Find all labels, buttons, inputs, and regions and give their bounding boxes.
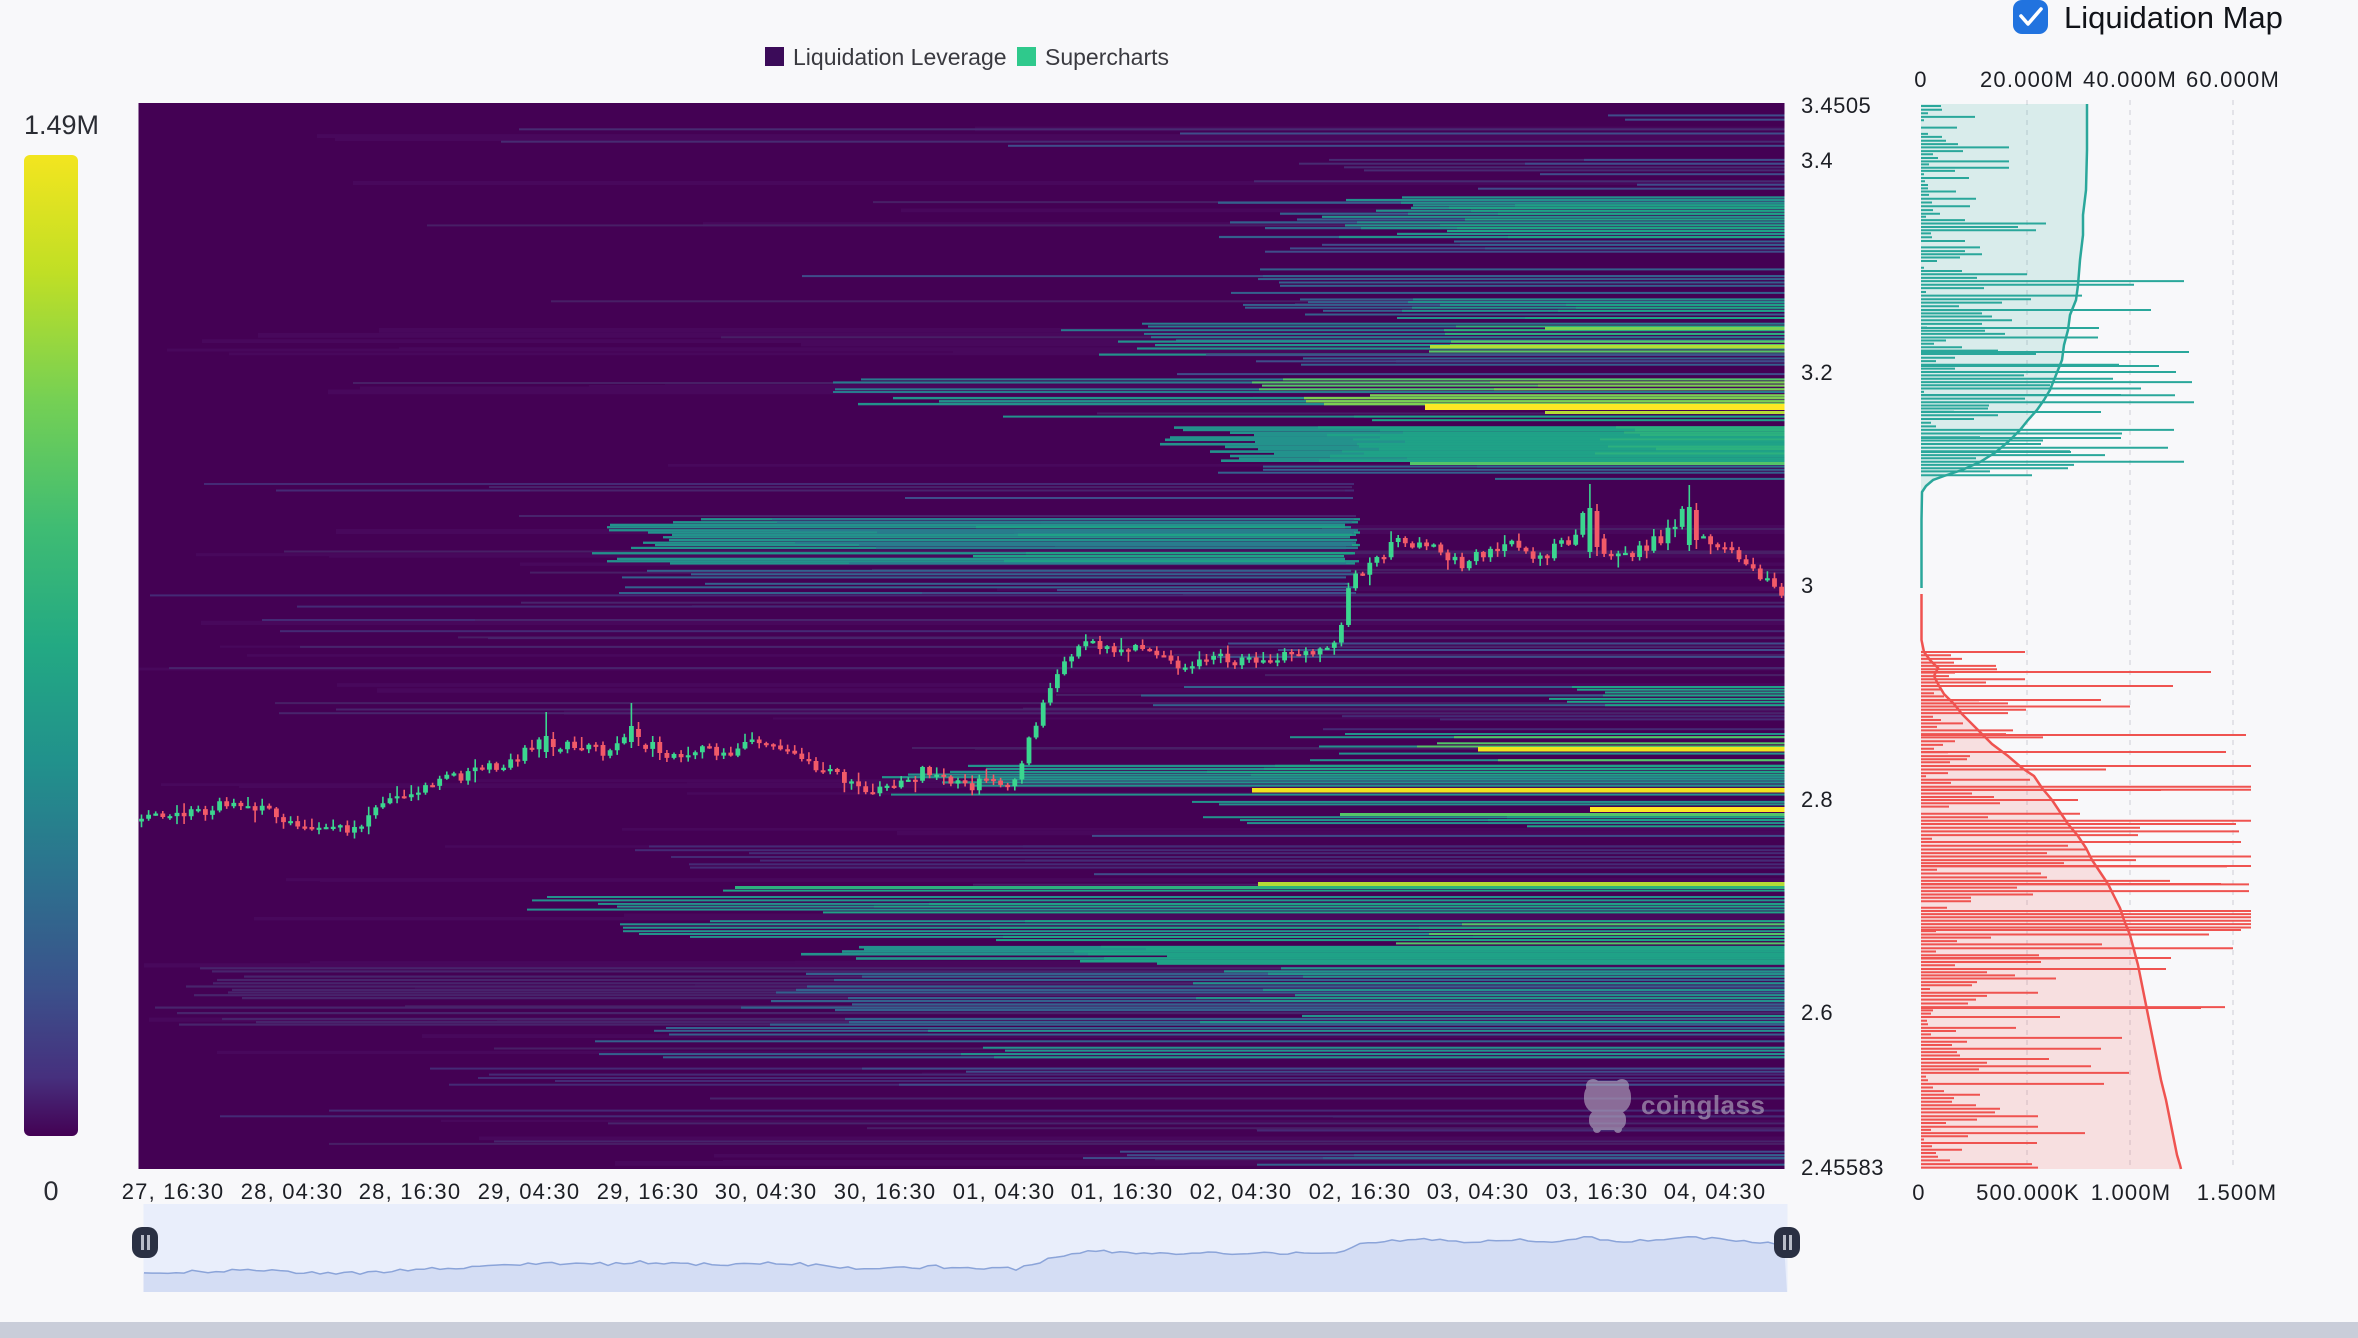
svg-text:28, 04:30: 28, 04:30 (241, 1179, 344, 1204)
svg-text:29, 16:30: 29, 16:30 (597, 1179, 700, 1204)
svg-text:20.000M: 20.000M (1980, 67, 2074, 92)
svg-text:28, 16:30: 28, 16:30 (359, 1179, 462, 1204)
svg-text:1.49M: 1.49M (24, 110, 99, 140)
svg-text:3: 3 (1801, 573, 1814, 598)
svg-text:30, 16:30: 30, 16:30 (834, 1179, 937, 1204)
svg-text:03, 04:30: 03, 04:30 (1427, 1179, 1530, 1204)
svg-text:2.45583: 2.45583 (1801, 1155, 1884, 1180)
svg-text:60.000M: 60.000M (2186, 67, 2280, 92)
svg-text:27, 16:30: 27, 16:30 (122, 1179, 225, 1204)
svg-text:03, 16:30: 03, 16:30 (1546, 1179, 1649, 1204)
svg-text:1.000M: 1.000M (2091, 1180, 2172, 1205)
svg-text:3.4505: 3.4505 (1801, 93, 1871, 118)
svg-text:3.2: 3.2 (1801, 360, 1833, 385)
svg-text:Supercharts: Supercharts (1045, 44, 1169, 70)
svg-text:500.000K: 500.000K (1976, 1180, 2080, 1205)
svg-text:coinglass: coinglass (1641, 1090, 1765, 1120)
svg-text:02, 04:30: 02, 04:30 (1190, 1179, 1293, 1204)
svg-text:01, 04:30: 01, 04:30 (953, 1179, 1056, 1204)
svg-text:30, 04:30: 30, 04:30 (715, 1179, 818, 1204)
svg-text:2.8: 2.8 (1801, 787, 1833, 812)
svg-text:0: 0 (1912, 1180, 1925, 1205)
svg-text:02, 16:30: 02, 16:30 (1309, 1179, 1412, 1204)
svg-text:2.6: 2.6 (1801, 1000, 1833, 1025)
svg-text:Liquidation Leverage: Liquidation Leverage (793, 44, 1007, 70)
svg-text:0: 0 (1914, 67, 1927, 92)
svg-text:04, 04:30: 04, 04:30 (1664, 1179, 1767, 1204)
svg-text:3.4: 3.4 (1801, 148, 1833, 173)
svg-text:1.500M: 1.500M (2197, 1180, 2278, 1205)
svg-text:29, 04:30: 29, 04:30 (478, 1179, 581, 1204)
svg-text:40.000M: 40.000M (2083, 67, 2177, 92)
svg-text:0: 0 (43, 1176, 58, 1206)
svg-text:Liquidation Map: Liquidation Map (2064, 0, 2283, 35)
svg-text:01, 16:30: 01, 16:30 (1071, 1179, 1174, 1204)
